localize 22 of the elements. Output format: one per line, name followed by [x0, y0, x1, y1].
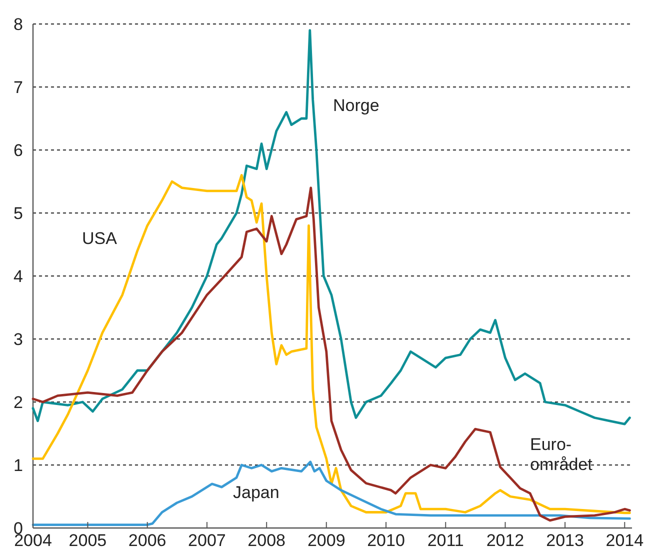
x-tick-label: 2009: [307, 531, 346, 550]
y-tick-label: 1: [14, 456, 23, 475]
series-label: Norge: [333, 96, 380, 115]
line-series: [32, 29, 631, 426]
series-label: Japan: [233, 483, 280, 502]
y-tick-label: 6: [14, 141, 23, 160]
x-tick-label: 2012: [486, 531, 524, 550]
x-tick-label: 2007: [188, 531, 226, 550]
x-tick-label: 2014: [606, 531, 644, 550]
y-tick-label: 2: [14, 393, 23, 412]
x-tick-label: 2010: [367, 531, 405, 550]
y-tick-label: 4: [14, 267, 23, 286]
y-tick-label: 3: [14, 330, 23, 349]
x-tick-label: 2005: [68, 531, 107, 550]
y-tick-label: 8: [14, 15, 23, 34]
x-tick-label: 2013: [546, 531, 584, 550]
y-tick-label: 7: [14, 78, 23, 97]
series-label: USA: [82, 229, 118, 248]
x-tick-label: 2006: [128, 531, 166, 550]
y-tick-label: 5: [14, 204, 23, 223]
x-tick-label: 2008: [248, 531, 286, 550]
x-tick-label: 2011: [427, 531, 464, 550]
